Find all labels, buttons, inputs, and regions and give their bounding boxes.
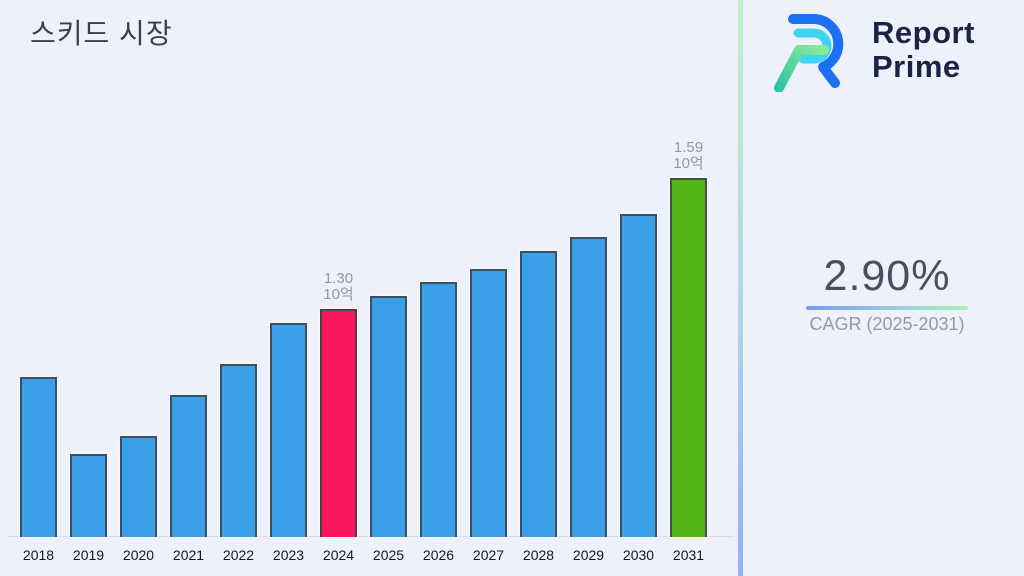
bar-value-label-2031: 1.59 10억 xyxy=(673,139,704,172)
x-tick-label-2028: 2028 xyxy=(522,547,555,563)
bar-slot-2027: 2027 xyxy=(470,269,507,563)
bar-value-label-2024: 1.30 10억 xyxy=(323,270,354,303)
bar-slot-2022: 2022 xyxy=(220,364,257,563)
bar-slot-2028: 2028 xyxy=(520,251,557,563)
bar-2027 xyxy=(470,269,507,537)
cagr-value: 2.90% xyxy=(823,252,951,300)
x-tick-label-2018: 2018 xyxy=(22,547,55,563)
bar-2024 xyxy=(320,309,357,537)
x-tick-label-2024: 2024 xyxy=(322,547,355,563)
x-tick-label-2026: 2026 xyxy=(422,547,455,563)
report-prime-logo-icon xyxy=(774,14,844,92)
bar-2026 xyxy=(420,282,457,537)
bar-slot-2030: 2030 xyxy=(620,214,657,563)
bar-2020 xyxy=(120,436,157,537)
bar-slot-2018: 2018 xyxy=(20,377,57,563)
cagr-underline xyxy=(806,306,968,310)
x-tick-label-2020: 2020 xyxy=(122,547,155,563)
bar-slot-2029: 2029 xyxy=(570,237,607,563)
bar-2023 xyxy=(270,323,307,537)
bar-2018 xyxy=(20,377,57,537)
bar-slot-2026: 2026 xyxy=(420,282,457,563)
bar-2025 xyxy=(370,296,407,537)
x-tick-label-2022: 2022 xyxy=(222,547,255,563)
vertical-divider xyxy=(738,0,743,576)
bar-2019 xyxy=(70,454,107,537)
bar-2030 xyxy=(620,214,657,537)
x-tick-label-2021: 2021 xyxy=(172,547,205,563)
bar-2029 xyxy=(570,237,607,537)
bar-2028 xyxy=(520,251,557,537)
logo-text-line2: Prime xyxy=(872,49,961,84)
x-tick-label-2030: 2030 xyxy=(622,547,655,563)
bar-2031 xyxy=(670,178,707,537)
cagr-label: CAGR (2025-2031) xyxy=(809,314,965,334)
cagr-block: 2.90% CAGR (2025-2031) xyxy=(806,252,968,335)
bar-slot-2023: 2023 xyxy=(270,323,307,563)
bar-2022 xyxy=(220,364,257,537)
bar-slot-2020: 2020 xyxy=(120,436,157,563)
report-prime-logo: Report Prime xyxy=(772,10,975,92)
bar-slot-2025: 2025 xyxy=(370,296,407,563)
bar-slot-2031: 1.59 10억 2031 xyxy=(670,140,707,563)
bars: 2018 2019 2020 2021 2022 2023 1.30 10억 2024 2025 2… xyxy=(20,140,707,563)
logo-text-line1: Report xyxy=(872,15,975,50)
bar-2021 xyxy=(170,395,207,537)
x-tick-label-2019: 2019 xyxy=(72,547,105,563)
x-tick-label-2023: 2023 xyxy=(272,547,305,563)
x-tick-label-2027: 2027 xyxy=(472,547,505,563)
bar-slot-2024: 1.30 10억 2024 xyxy=(320,271,357,563)
bar-slot-2019: 2019 xyxy=(70,454,107,563)
report-prime-logo-text: Report Prime xyxy=(872,16,975,84)
bar-slot-2021: 2021 xyxy=(170,395,207,563)
x-tick-label-2031: 2031 xyxy=(672,547,705,563)
bar-chart: 2018 2019 2020 2021 2022 2023 1.30 10억 2024 2025 2… xyxy=(8,140,734,563)
x-tick-label-2025: 2025 xyxy=(372,547,405,563)
x-tick-label-2029: 2029 xyxy=(572,547,605,563)
page-title: 스키드 시장 xyxy=(30,18,173,49)
